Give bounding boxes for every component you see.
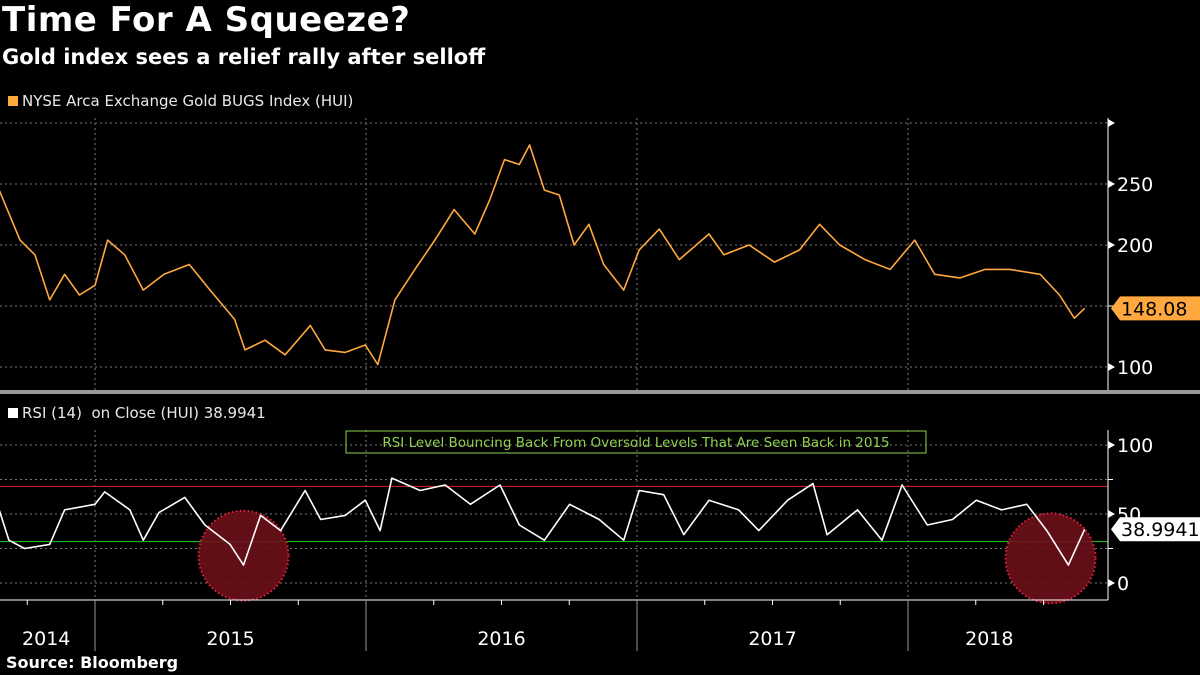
rsi-annotation-box (345, 430, 927, 454)
chart-subtitle: Gold index sees a relief rally after sel… (2, 45, 486, 69)
rsi-legend-label: RSI (14) on Close (HUI) 38.9941 (22, 404, 266, 422)
price-tick-marker (1108, 241, 1115, 249)
rsi-legend-swatch (8, 408, 18, 418)
x-tick-label: 2016 (477, 628, 525, 650)
price-legend: NYSE Arca Exchange Gold BUGS Index (HUI) (8, 92, 353, 110)
rsi-tick-label: 100 (1117, 435, 1153, 457)
price-last-value-tag: 148.08 (1111, 296, 1200, 321)
oversold-highlight-circle (197, 509, 290, 602)
chart-title: Time For A Squeeze? (2, 0, 411, 40)
source-note: Source: Bloomberg (6, 653, 179, 672)
rsi-annotation: RSI Level Bouncing Back From Oversold Le… (345, 430, 927, 454)
price-tick-marker (1108, 363, 1115, 371)
price-tick-marker (1108, 119, 1115, 127)
rsi-tick-marker (1108, 510, 1115, 518)
rsi-annotation-text: RSI Level Bouncing Back From Oversold Le… (382, 435, 889, 451)
panel-divider (0, 390, 1200, 394)
oversold-highlight-circle (1004, 512, 1097, 605)
x-tick-label: 2014 (22, 628, 70, 650)
price-tick-label: 100 (1117, 357, 1153, 379)
price-last-value-tag-bg (1111, 296, 1200, 321)
price-tick-marker (1108, 180, 1115, 188)
rsi-legend: RSI (14) on Close (HUI) 38.9941 (8, 404, 266, 422)
rsi-series-line (0, 477, 1086, 566)
rsi-tick-marker (1108, 579, 1115, 587)
rsi-last-value-tag: 38.9941 (1111, 517, 1200, 542)
price-last-value-tag-text: 148.08 (1121, 298, 1187, 320)
x-tick-label: 2018 (965, 628, 1013, 650)
price-tick-label: 200 (1117, 235, 1153, 257)
x-tick-label: 2015 (206, 628, 254, 650)
price-legend-label: NYSE Arca Exchange Gold BUGS Index (HUI) (22, 92, 354, 110)
rsi-last-value-tag-bg (1111, 517, 1200, 542)
x-tick-label: 2017 (748, 628, 796, 650)
price-tick-label: 250 (1117, 174, 1153, 196)
rsi-tick-label: 0 (1117, 573, 1129, 595)
price-legend-swatch (8, 96, 18, 106)
rsi-last-value-tag-text: 38.9941 (1121, 519, 1200, 541)
price-series-line (0, 144, 1086, 366)
rsi-tick-marker (1108, 441, 1115, 449)
